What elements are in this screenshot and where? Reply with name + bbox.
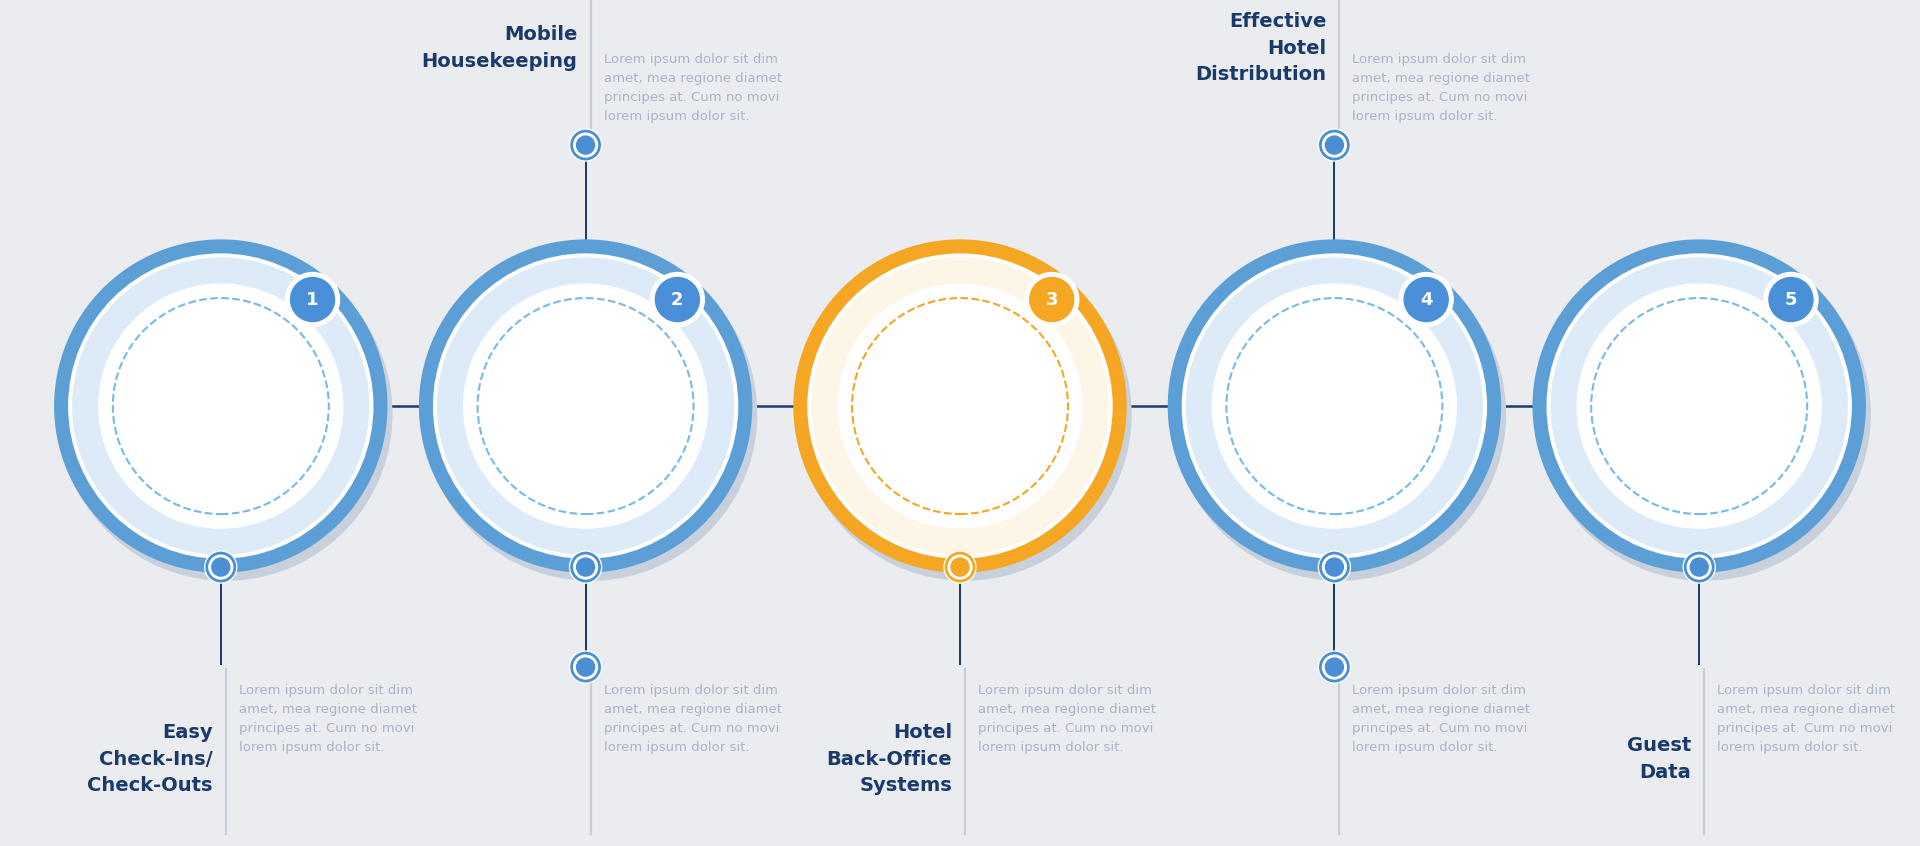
Text: 4: 4: [1421, 290, 1432, 309]
Ellipse shape: [424, 248, 756, 580]
Ellipse shape: [98, 284, 344, 528]
Ellipse shape: [808, 254, 1112, 558]
Ellipse shape: [463, 284, 708, 528]
Ellipse shape: [812, 258, 1108, 554]
Ellipse shape: [1690, 558, 1709, 576]
Ellipse shape: [570, 551, 601, 583]
Text: Lorem ipsum dolor sit dim
amet, mea regione diamet
principes at. Cum no movi
lor: Lorem ipsum dolor sit dim amet, mea regi…: [1716, 684, 1895, 754]
Ellipse shape: [1764, 272, 1818, 327]
Ellipse shape: [576, 136, 595, 154]
Text: 2: 2: [672, 290, 684, 309]
Text: Lorem ipsum dolor sit dim
amet, mea regione diamet
principes at. Cum no movi
lor: Lorem ipsum dolor sit dim amet, mea regi…: [977, 684, 1156, 754]
Ellipse shape: [1538, 248, 1870, 580]
Ellipse shape: [1319, 651, 1350, 683]
Ellipse shape: [1325, 558, 1344, 576]
Text: Lorem ipsum dolor sit dim
amet, mea regione diamet
principes at. Cum no movi
lor: Lorem ipsum dolor sit dim amet, mea regi…: [1352, 53, 1530, 123]
Ellipse shape: [1325, 658, 1344, 676]
Text: Hotel
Back-Office
Systems: Hotel Back-Office Systems: [826, 723, 952, 795]
Ellipse shape: [211, 558, 230, 576]
Ellipse shape: [1400, 272, 1453, 327]
Ellipse shape: [1325, 136, 1344, 154]
Ellipse shape: [420, 240, 751, 572]
Ellipse shape: [570, 651, 601, 683]
Ellipse shape: [1551, 258, 1847, 554]
Ellipse shape: [837, 284, 1083, 528]
Ellipse shape: [73, 258, 369, 554]
Ellipse shape: [1534, 240, 1864, 572]
Ellipse shape: [570, 129, 601, 161]
Text: Effective
Hotel
Distribution: Effective Hotel Distribution: [1196, 12, 1327, 84]
Text: 1: 1: [307, 290, 319, 309]
Ellipse shape: [1025, 272, 1079, 327]
Text: Guest
Data: Guest Data: [1626, 736, 1692, 782]
Ellipse shape: [434, 254, 737, 558]
Text: Lorem ipsum dolor sit dim
amet, mea regione diamet
principes at. Cum no movi
lor: Lorem ipsum dolor sit dim amet, mea regi…: [603, 684, 781, 754]
Text: 5: 5: [1786, 290, 1797, 309]
Ellipse shape: [1684, 551, 1715, 583]
Ellipse shape: [799, 248, 1131, 580]
Ellipse shape: [1169, 240, 1500, 572]
Ellipse shape: [69, 254, 372, 558]
Text: Mobile
Housekeeping: Mobile Housekeeping: [422, 25, 578, 71]
Ellipse shape: [438, 258, 733, 554]
Ellipse shape: [1319, 129, 1350, 161]
Ellipse shape: [56, 240, 386, 572]
Ellipse shape: [1173, 248, 1505, 580]
Text: Lorem ipsum dolor sit dim
amet, mea regione diamet
principes at. Cum no movi
lor: Lorem ipsum dolor sit dim amet, mea regi…: [1352, 684, 1530, 754]
Ellipse shape: [286, 272, 340, 327]
Ellipse shape: [576, 658, 595, 676]
Ellipse shape: [576, 558, 595, 576]
Ellipse shape: [1576, 284, 1822, 528]
Ellipse shape: [1768, 277, 1812, 321]
Ellipse shape: [651, 272, 705, 327]
Text: Easy
Check-Ins/
Check-Outs: Easy Check-Ins/ Check-Outs: [86, 723, 213, 795]
Text: Lorem ipsum dolor sit dim
amet, mea regione diamet
principes at. Cum no movi
lor: Lorem ipsum dolor sit dim amet, mea regi…: [238, 684, 417, 754]
Ellipse shape: [945, 551, 975, 583]
Ellipse shape: [1029, 277, 1073, 321]
Text: 3: 3: [1046, 290, 1058, 309]
Ellipse shape: [655, 277, 699, 321]
Ellipse shape: [1404, 277, 1448, 321]
Text: Lorem ipsum dolor sit dim
amet, mea regione diamet
principes at. Cum no movi
lor: Lorem ipsum dolor sit dim amet, mea regi…: [603, 53, 781, 123]
Ellipse shape: [795, 240, 1125, 572]
Ellipse shape: [1212, 284, 1457, 528]
Ellipse shape: [950, 558, 970, 576]
Ellipse shape: [1187, 258, 1482, 554]
Ellipse shape: [1548, 254, 1851, 558]
Ellipse shape: [60, 248, 392, 580]
Ellipse shape: [1319, 551, 1350, 583]
Ellipse shape: [1183, 254, 1486, 558]
Ellipse shape: [290, 277, 334, 321]
Ellipse shape: [205, 551, 236, 583]
